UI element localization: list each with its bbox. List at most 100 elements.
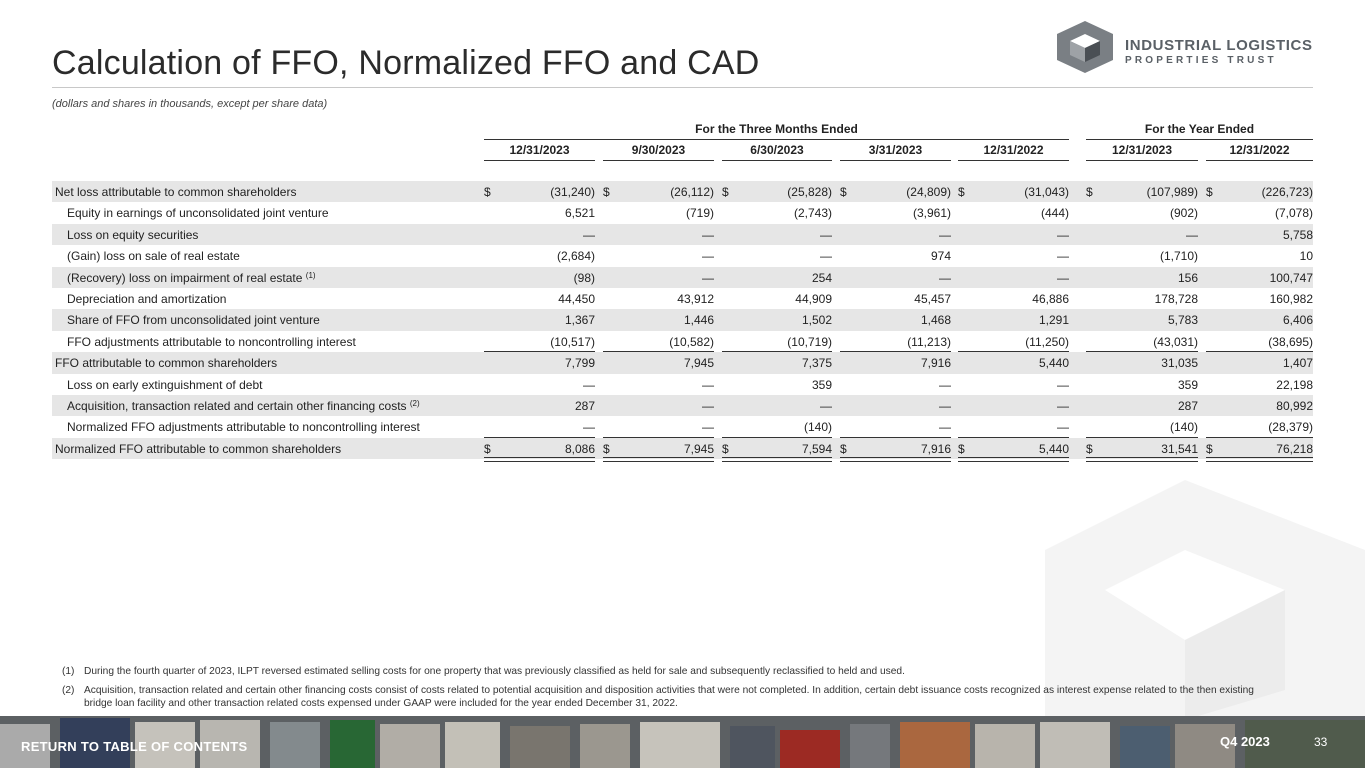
footnote-marker: (1) — [305, 270, 316, 280]
table-cell: 5,758 — [1206, 224, 1313, 245]
cell-value: — — [702, 377, 714, 392]
table-cell: 45,457 — [840, 288, 951, 309]
table-cell: 44,909 — [722, 288, 832, 309]
table-cell: — — [603, 224, 714, 245]
cell-value: 10 — [1299, 249, 1313, 264]
row-label: Acquisition, transaction related and cer… — [67, 399, 420, 413]
row-label: Loss on equity securities — [67, 228, 198, 242]
table-cell: 44,450 — [484, 288, 595, 309]
table-cell: 1,468 — [840, 309, 951, 330]
table-cell: 287 — [484, 395, 595, 416]
cell-value: (10,719) — [787, 334, 832, 349]
table-cell: — — [603, 395, 714, 416]
column-header: 3/31/2023 — [840, 143, 951, 161]
table-cell: $5,440 — [958, 438, 1069, 463]
table-cell: 178,728 — [1086, 288, 1198, 309]
cell-value: 1,468 — [920, 313, 951, 328]
row-label-text: (Recovery) loss on impairment of real es… — [67, 270, 303, 285]
table-cell: — — [958, 416, 1069, 439]
table-cell: (98) — [484, 267, 595, 288]
column-group-header: For the Year Ended — [1086, 122, 1313, 140]
table-cell: (1,710) — [1086, 245, 1198, 266]
row-label: FFO attributable to common shareholders — [55, 356, 277, 370]
table-cell: (3,961) — [840, 202, 951, 223]
table-cell: 5,440 — [958, 352, 1069, 373]
table-cell: $7,916 — [840, 438, 951, 463]
cell-value: 7,799 — [564, 356, 595, 371]
page-subtitle: (dollars and shares in thousands, except… — [52, 98, 328, 110]
footnote-text: Acquisition, transaction related and cer… — [84, 685, 1254, 709]
table-cell: — — [840, 416, 951, 439]
table-cell: — — [603, 267, 714, 288]
table-cell: (2,743) — [722, 202, 832, 223]
table-cell: (11,250) — [958, 331, 1069, 353]
table-cell: 156 — [1086, 267, 1198, 288]
cell-value: 254 — [811, 270, 832, 285]
table-cell: — — [958, 224, 1069, 245]
column-header: 12/31/2022 — [1206, 143, 1313, 161]
dollar-sign: $ — [603, 441, 610, 456]
table-cell: — — [958, 245, 1069, 266]
table-row: Loss on early extinguishment of debt — — 35… — [52, 374, 1313, 395]
cell-value: 44,909 — [795, 292, 832, 306]
row-label-text: FFO attributable to common shareholders — [55, 356, 278, 371]
cell-value: (11,213) — [907, 334, 951, 349]
cell-value: — — [939, 227, 951, 242]
cell-value: (10,582) — [669, 334, 714, 349]
table-cell: (719) — [603, 202, 714, 223]
table-row: (Recovery) loss on impairment of real es… — [52, 266, 1313, 288]
row-label: Depreciation and amortization — [67, 292, 226, 306]
table-cell: 100,747 — [1206, 267, 1313, 288]
footnote-number: (2) — [62, 685, 75, 696]
table-cell: $8,086 — [484, 438, 595, 463]
cell-value: (140) — [1169, 420, 1198, 435]
table-cell: 43,912 — [603, 288, 714, 309]
cell-value: (107,989) — [1146, 185, 1198, 199]
row-label: FFO adjustments attributable to noncontr… — [67, 335, 356, 349]
table-cell: 10 — [1206, 245, 1313, 266]
row-label-text: Net loss attributable to common sharehol… — [55, 185, 297, 199]
table-cell: (7,078) — [1206, 202, 1313, 223]
table-cell: 7,916 — [840, 352, 951, 373]
logo-line2: PROPERTIES TRUST — [1125, 55, 1277, 66]
row-label: Equity in earnings of unconsolidated joi… — [67, 206, 329, 220]
cell-value: (24,809) — [906, 185, 951, 199]
table-cell: (38,695) — [1206, 331, 1313, 353]
table-row: (Gain) loss on sale of real estate (2,684… — [52, 245, 1313, 266]
footnotes: (1) During the fourth quarter of 2023, IL… — [62, 665, 1262, 716]
column-header: 12/31/2022 — [958, 143, 1069, 161]
cell-value: 359 — [1177, 377, 1198, 392]
footnote: (1) During the fourth quarter of 2023, IL… — [62, 665, 1262, 678]
cell-value: 31,541 — [1161, 441, 1198, 456]
row-label-text: Loss on equity securities — [67, 227, 199, 242]
dollar-sign: $ — [840, 441, 847, 456]
dollar-sign: $ — [840, 185, 847, 199]
cell-value: (31,043) — [1024, 185, 1069, 199]
cell-value: — — [702, 399, 714, 413]
table-cell: (902) — [1086, 202, 1198, 223]
dollar-sign: $ — [958, 185, 965, 199]
cell-value: (719) — [685, 206, 714, 221]
return-to-toc-link[interactable]: RETURN TO TABLE OF CONTENTS — [21, 739, 248, 754]
cell-value: 5,440 — [1038, 356, 1069, 371]
row-label: Net loss attributable to common sharehol… — [55, 185, 296, 199]
cell-value: (2,684) — [556, 249, 595, 264]
cell-value: 1,407 — [1282, 356, 1313, 371]
cell-value: 359 — [811, 377, 832, 392]
table-cell: (10,517) — [484, 331, 595, 353]
background-hexagon-decoration — [1045, 480, 1365, 720]
table-row: FFO adjustments attributable to noncontr… — [52, 331, 1313, 353]
cell-value: 31,035 — [1161, 356, 1198, 371]
cell-value: (2,743) — [793, 206, 832, 221]
cell-value: 7,594 — [801, 441, 832, 456]
row-label-text: (Gain) loss on sale of real estate — [67, 249, 240, 264]
table-row: Acquisition, transaction related and cer… — [52, 395, 1313, 417]
cell-value: 45,457 — [914, 292, 951, 306]
cell-value: 7,945 — [683, 441, 714, 456]
table-cell: 1,446 — [603, 309, 714, 330]
table-cell: — — [840, 267, 951, 288]
table-cell: $ (26,112) — [603, 181, 714, 202]
cell-value: 44,450 — [558, 292, 595, 306]
table-cell: $ (25,828) — [722, 181, 832, 202]
footnote-number: (1) — [62, 666, 75, 677]
